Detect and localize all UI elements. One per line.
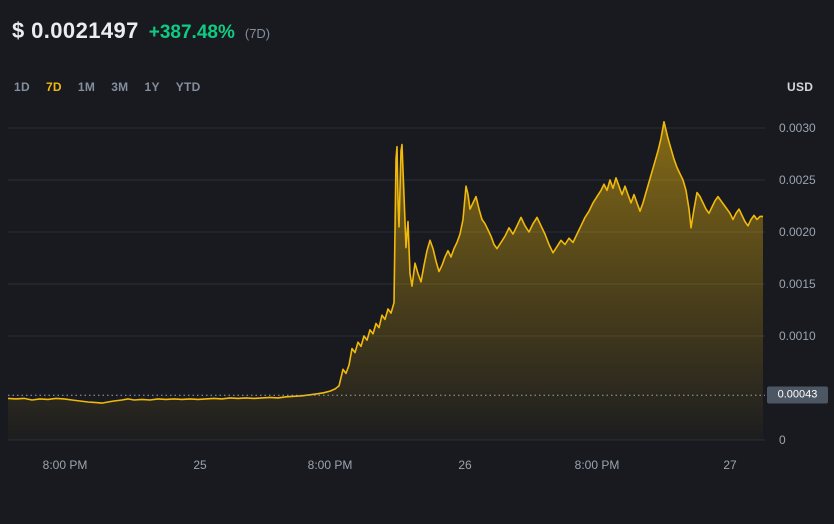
tab-1d[interactable]: 1D — [14, 80, 30, 94]
x-axis-label: 27 — [723, 458, 737, 472]
x-axis-label: 26 — [458, 458, 472, 472]
price-header: $ 0.0021497 +387.48% (7D) — [12, 18, 270, 44]
price-line — [7, 121, 763, 404]
price-change-percent: +387.48% — [148, 22, 235, 43]
x-axis-label: 8:00 PM — [574, 458, 620, 472]
x-axis-label: 25 — [193, 458, 207, 472]
tab-1y[interactable]: 1Y — [144, 80, 160, 94]
y-axis-label: 0.0030 — [779, 121, 816, 135]
tab-7d[interactable]: 7D — [45, 80, 62, 94]
y-axis-label: 0.0015 — [779, 277, 816, 291]
x-axis-label: 8:00 PM — [307, 458, 353, 472]
tab-1m[interactable]: 1M — [77, 80, 96, 94]
tab-3m[interactable]: 3M — [111, 80, 129, 94]
change-period-label: (7D) — [244, 26, 271, 41]
current-price: $ 0.0021497 — [12, 18, 139, 43]
y-axis-label: 0.0025 — [779, 173, 816, 187]
y-axis-label: 0.0010 — [779, 329, 816, 343]
tab-ytd[interactable]: YTD — [175, 80, 201, 94]
range-tabs: 1D 7D 1M 3M 1Y YTD — [14, 80, 201, 94]
y-axis-label: 0.0020 — [779, 225, 816, 239]
reference-price-badge: 0.00043 — [767, 386, 828, 404]
price-area-fill — [8, 121, 763, 441]
y-axis-label: 0 — [779, 433, 786, 447]
currency-label: USD — [787, 80, 814, 94]
x-axis-label: 8:00 PM — [42, 458, 88, 472]
